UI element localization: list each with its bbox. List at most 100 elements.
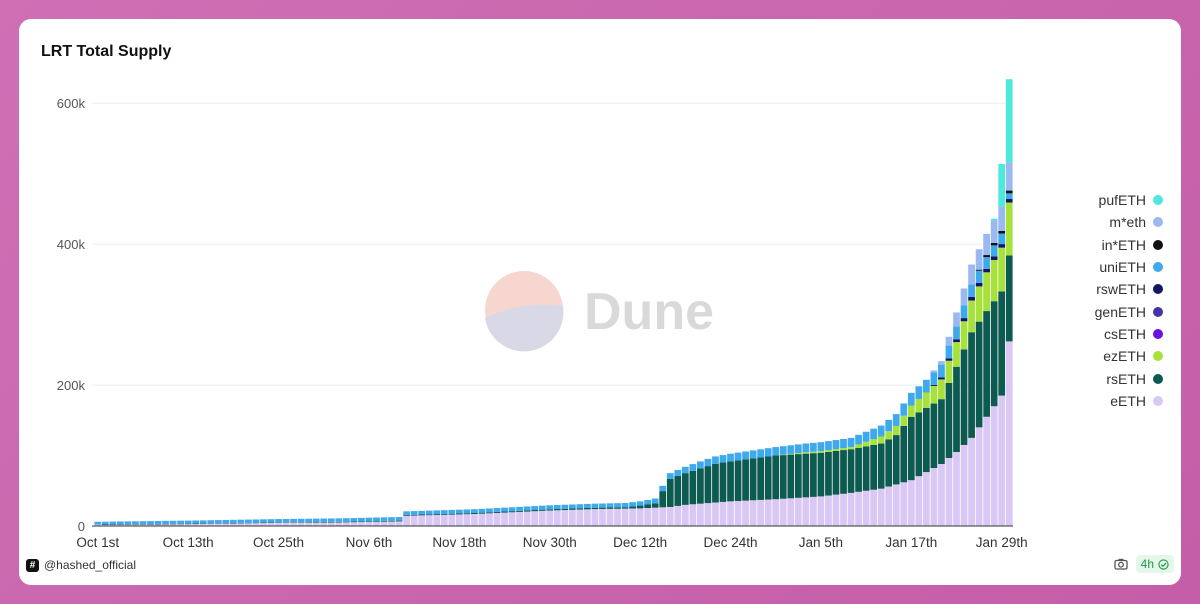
bar-segment-uniETH[interactable] [983, 257, 991, 269]
bar-segment-eETH[interactable] [320, 522, 328, 526]
bar-segment-rsETH[interactable] [463, 513, 471, 515]
bar-segment-rsETH[interactable] [124, 524, 132, 525]
bar-segment-eETH[interactable] [290, 522, 297, 526]
bar-segment-eETH[interactable] [124, 524, 132, 526]
bar-segment-uniETH[interactable] [410, 511, 418, 515]
bar-segment-eETH[interactable] [584, 509, 591, 526]
legend-item-rsETH[interactable]: rsETH [1033, 367, 1163, 389]
bar-segment-ezETH[interactable] [983, 272, 991, 312]
bar-segment-uniETH[interactable] [222, 519, 230, 524]
bar-segment-rsETH[interactable] [749, 458, 757, 501]
bar-segment-rsETH[interactable] [320, 521, 328, 523]
bar-segment-eETH[interactable] [599, 508, 606, 526]
bar-segment-eETH[interactable] [651, 507, 659, 526]
bar-segment-rsETH[interactable] [139, 524, 147, 525]
bar-segment-uniETH[interactable] [207, 520, 215, 524]
bar-segment-uniETH[interactable] [757, 449, 765, 458]
bar-segment-eETH[interactable] [757, 499, 765, 526]
bar-segment-rsETH[interactable] [855, 447, 862, 492]
bar-segment-rsETH[interactable] [471, 513, 478, 515]
bar-segment-eETH[interactable] [689, 504, 697, 526]
bar-segment-ezETH[interactable] [998, 247, 1006, 292]
bar-segment-uniETH[interactable] [900, 403, 908, 416]
bar-segment-eETH[interactable] [486, 513, 493, 526]
bar-segment-rsETH[interactable] [546, 509, 554, 511]
bar-segment-uniETH[interactable] [568, 504, 576, 509]
bar-segment-rsETH[interactable] [1005, 255, 1013, 342]
bar-segment-rsETH[interactable] [425, 514, 433, 516]
bar-segment-rsETH[interactable] [101, 524, 109, 526]
bar-segment-rsETH[interactable] [252, 522, 260, 524]
bar-segment-rsETH[interactable] [132, 524, 139, 525]
bar-segment-eETH[interactable] [892, 484, 900, 526]
bar-segment-ezETH[interactable] [960, 321, 968, 350]
bar-segment-m-eth[interactable] [998, 206, 1006, 231]
bar-segment-uniETH[interactable] [689, 464, 697, 471]
bar-segment-rsETH[interactable] [275, 522, 282, 523]
bar-segment-eETH[interactable] [335, 522, 343, 526]
bar-segment-uniETH[interactable] [832, 440, 840, 450]
bar-segment-ezETH[interactable] [885, 431, 893, 440]
bar-segment-rsETH[interactable] [245, 522, 252, 524]
bar-segment-rsETH[interactable] [222, 523, 230, 524]
bar-segment-eETH[interactable] [636, 508, 644, 526]
bar-segment-eETH[interactable] [358, 522, 365, 526]
bar-segment-uniETH[interactable] [794, 444, 802, 454]
bar-segment-rsETH[interactable] [237, 522, 245, 524]
bar-segment-eETH[interactable] [802, 497, 810, 526]
bar-segment-uniETH[interactable] [810, 442, 817, 452]
bar-segment-uniETH[interactable] [245, 519, 252, 523]
bar-segment-eETH[interactable] [147, 524, 154, 526]
bar-segment-uniETH[interactable] [659, 485, 667, 492]
bar-segment-eETH[interactable] [478, 513, 486, 526]
bar-segment-rswETH[interactable] [930, 384, 938, 386]
bar-segment-uniETH[interactable] [380, 517, 388, 521]
bar-segment-uniETH[interactable] [327, 518, 335, 522]
bar-segment-rsETH[interactable] [907, 416, 915, 481]
legend-item-ezETH[interactable]: ezETH [1033, 345, 1163, 367]
bar-segment-m-eth[interactable] [945, 336, 953, 346]
bar-segment-rsETH[interactable] [365, 521, 373, 522]
bar-segment-rsETH[interactable] [584, 508, 591, 510]
bar-segment-rsETH[interactable] [764, 456, 772, 500]
bar-segment-uniETH[interactable] [312, 518, 320, 523]
bar-segment-rsETH[interactable] [147, 524, 154, 525]
bar-segment-rsETH[interactable] [825, 451, 832, 496]
bar-segment-eETH[interactable] [862, 490, 870, 526]
bar-segment-eETH[interactable] [734, 500, 742, 526]
bar-segment-eETH[interactable] [199, 523, 207, 526]
bar-segment-ezETH[interactable] [787, 453, 795, 455]
bar-segment-eETH[interactable] [380, 521, 388, 526]
bar-segment-eETH[interactable] [697, 503, 704, 526]
bar-segment-uniETH[interactable] [975, 270, 983, 283]
bar-segment-rsETH[interactable] [847, 449, 855, 493]
bar-segment-uniETH[interactable] [199, 520, 207, 524]
bar-segment-eETH[interactable] [885, 486, 893, 526]
bar-segment-eETH[interactable] [727, 501, 734, 526]
bar-segment-rsETH[interactable] [960, 349, 968, 445]
bar-segment-eETH[interactable] [305, 522, 313, 526]
bar-segment-rsETH[interactable] [787, 454, 795, 499]
bar-segment-uniETH[interactable] [719, 455, 727, 463]
bar-segment-eETH[interactable] [154, 524, 162, 526]
bar-segment-ezETH[interactable] [779, 454, 787, 456]
bar-segment-eETH[interactable] [433, 514, 441, 526]
bar-segment-rsETH[interactable] [757, 457, 765, 500]
bar-segment-rsETH[interactable] [968, 332, 975, 438]
bar-segment-uniETH[interactable] [862, 431, 870, 442]
legend-item-uniETH[interactable]: uniETH [1033, 256, 1163, 278]
bar-segment-uniETH[interactable] [840, 438, 847, 449]
bar-segment-eETH[interactable] [787, 498, 795, 526]
bar-segment-uniETH[interactable] [825, 441, 832, 451]
bar-segment-eETH[interactable] [455, 514, 463, 526]
bar-segment-rsETH[interactable] [395, 520, 403, 522]
bar-segment-rswETH[interactable] [938, 377, 945, 380]
bar-segment-rsETH[interactable] [930, 403, 938, 469]
bar-segment-eETH[interactable] [591, 509, 599, 526]
bar-segment-uniETH[interactable] [305, 518, 313, 523]
bar-segment-ezETH[interactable] [825, 450, 832, 452]
bar-segment-rsETH[interactable] [697, 468, 704, 504]
bar-segment-eETH[interactable] [915, 476, 923, 526]
legend-item-in-ETH[interactable]: in*ETH [1033, 234, 1163, 256]
bar-segment-eETH[interactable] [923, 472, 930, 526]
